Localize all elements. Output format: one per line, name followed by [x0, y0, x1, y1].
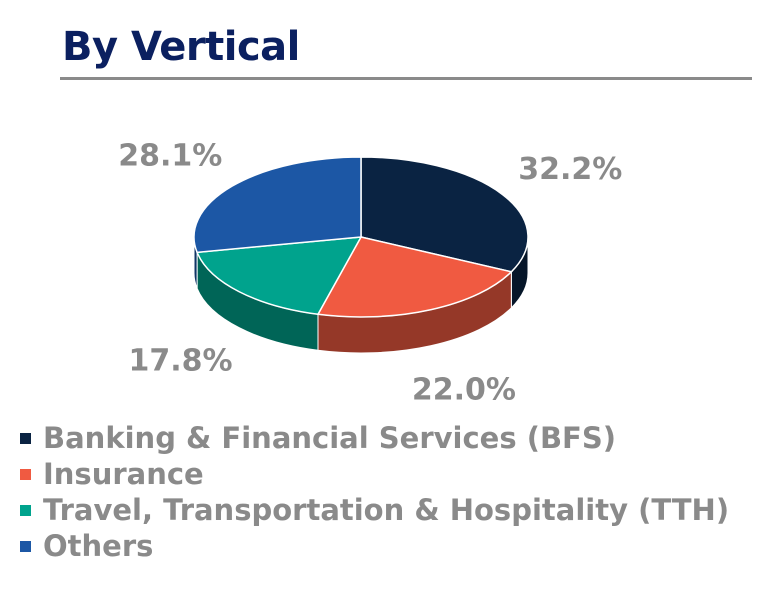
legend-swatch-2: [20, 504, 31, 516]
data-label-1: 22.0%: [412, 372, 516, 407]
legend-swatch-0: [20, 432, 31, 444]
chart-title: By Vertical: [62, 24, 300, 70]
legend-item-1: Insurance: [20, 456, 729, 492]
legend-swatch-1: [20, 468, 31, 480]
data-label-3: 28.1%: [118, 139, 222, 174]
legend-item-3: Others: [20, 528, 729, 564]
legend-item-2: Travel, Transportation & Hospitality (TT…: [20, 492, 729, 528]
legend-label-3: Others: [43, 529, 154, 563]
chart-legend: Banking & Financial Services (BFS) Insura…: [20, 420, 729, 564]
pie-slice-0: [360, 156, 529, 273]
pie-slice-3: [193, 156, 362, 254]
data-label-0: 32.2%: [518, 152, 622, 187]
pie-data-labels: 32.2% 22.0% 17.8% 28.1%: [118, 139, 622, 408]
pie-slice-2: [196, 236, 363, 316]
legend-label-1: Insurance: [43, 457, 204, 491]
legend-item-0: Banking & Financial Services (BFS): [20, 420, 729, 456]
legend-swatch-3: [20, 540, 31, 552]
pie-slices: [193, 156, 529, 318]
pie-slice-1: [316, 236, 513, 318]
title-divider: [60, 77, 752, 80]
data-label-2: 17.8%: [129, 343, 233, 378]
legend-label-2: Travel, Transportation & Hospitality (TT…: [43, 493, 730, 527]
legend-label-0: Banking & Financial Services (BFS): [43, 421, 617, 455]
pie-chart: 32.2% 22.0% 17.8% 28.1%: [118, 139, 622, 408]
